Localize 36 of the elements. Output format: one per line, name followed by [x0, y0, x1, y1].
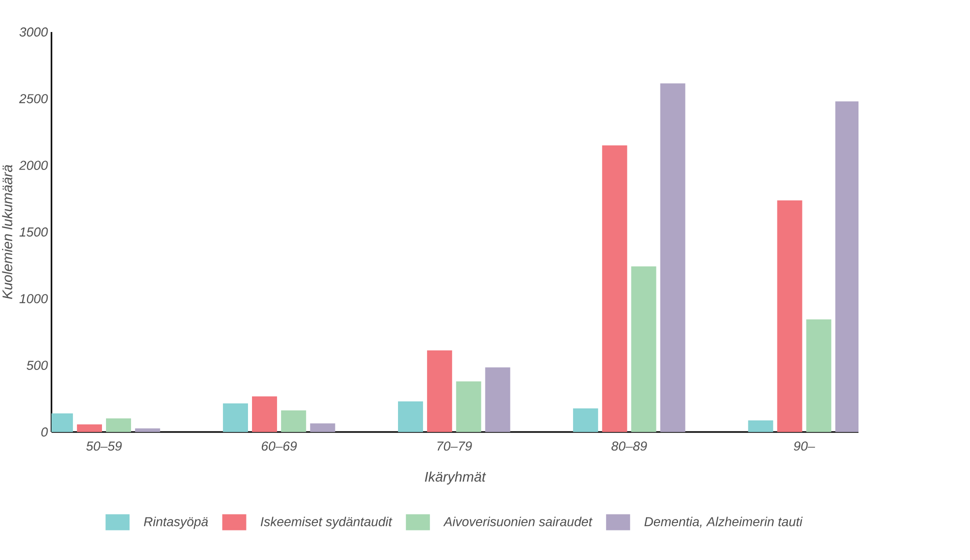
y-tick-label: 1500	[19, 227, 48, 237]
y-tick-label: 1000	[19, 294, 48, 304]
y-tick-label: 0	[41, 427, 48, 437]
x-tick-label: 70–79	[437, 441, 472, 451]
x-tick-label: 90–	[794, 441, 816, 451]
bar	[748, 420, 774, 432]
bar	[281, 410, 306, 432]
legend-label: Rintasyöpä	[144, 516, 208, 529]
bar	[398, 401, 424, 432]
legend-label: Iskeemiset sydäntaudit	[260, 516, 392, 529]
bar	[485, 367, 510, 432]
legend-label: Dementia, Alzheimerin tauti	[644, 516, 803, 528]
y-tick-label: 2500	[19, 94, 48, 104]
y-axis-title: Kuolemien lukumäärä	[2, 165, 12, 300]
y-tick-label: 2000	[19, 160, 48, 170]
bar	[252, 396, 278, 432]
bar	[310, 423, 336, 432]
x-axis-title: Ikäryhmät	[424, 471, 486, 484]
x-tick-label: 80–89	[612, 441, 647, 451]
bar	[573, 408, 598, 432]
x-tick-label: 50–59	[86, 441, 122, 451]
legend-label: Aivoverisuonien sairaudet	[443, 516, 593, 526]
bar	[135, 428, 160, 432]
bar	[76, 424, 102, 432]
bar	[106, 418, 132, 432]
bar	[777, 200, 802, 432]
bar	[631, 266, 656, 432]
bar	[602, 145, 628, 432]
bar	[222, 403, 248, 432]
bar	[806, 319, 832, 432]
bar	[427, 350, 452, 432]
y-tick-label: 500	[26, 360, 48, 370]
bar	[660, 83, 686, 432]
y-tick-label: 3000	[19, 27, 48, 37]
x-tick-label: 60–69	[262, 441, 297, 451]
bar	[456, 381, 482, 432]
